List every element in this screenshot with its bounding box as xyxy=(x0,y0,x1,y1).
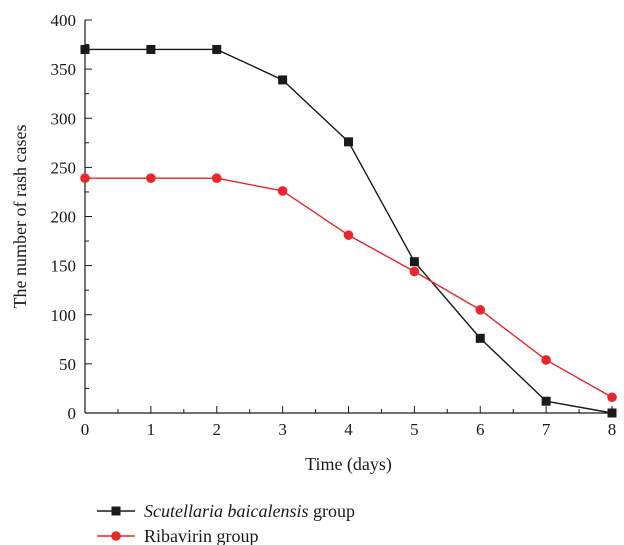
data-point xyxy=(277,186,288,196)
data-point xyxy=(146,173,156,183)
series-2 xyxy=(80,173,617,403)
series-line xyxy=(85,177,613,398)
x-tick-label: 6 xyxy=(476,420,485,439)
legend-label-italic: Scutellaria baicalensis xyxy=(144,501,308,521)
x-tick-label: 1 xyxy=(147,420,156,439)
x-ticks: 0 1 2 3 4 5 6 7 8 xyxy=(81,406,617,439)
data-point xyxy=(607,392,617,403)
x-tick-label: 5 xyxy=(410,420,419,439)
data-point xyxy=(409,266,420,277)
legend-marker xyxy=(111,531,121,541)
y-tick-label: 150 xyxy=(51,257,77,276)
x-tick-label: 8 xyxy=(608,420,617,439)
y-tick-label: 100 xyxy=(51,306,77,325)
data-point xyxy=(146,44,156,54)
y-tick-label: 400 xyxy=(51,11,77,30)
data-point xyxy=(541,396,551,406)
legend-label-text: Ribavirin group xyxy=(144,526,259,545)
legend-item: Scutellaria baicalensis group xyxy=(97,501,355,521)
data-point xyxy=(344,137,353,147)
legend-marker xyxy=(111,506,121,516)
data-point xyxy=(80,44,90,54)
x-axis-title: Time (days) xyxy=(305,454,392,475)
legend: Scutellaria baicalensis group Ribavirin g… xyxy=(97,501,355,545)
y-tick-label: 200 xyxy=(51,208,77,227)
y-tick-label: 300 xyxy=(51,109,77,128)
y-tick-label: 50 xyxy=(59,355,76,374)
data-point xyxy=(607,408,617,418)
data-point xyxy=(80,173,90,183)
y-axis-title: The number of rash cases xyxy=(10,125,30,309)
x-tick-label: 0 xyxy=(81,420,90,439)
y-tick-label: 250 xyxy=(51,158,77,177)
x-tick-label: 7 xyxy=(542,420,551,439)
data-point xyxy=(211,173,222,183)
x-tick-label: 2 xyxy=(213,420,222,439)
x-tick-label: 4 xyxy=(344,420,353,439)
data-point xyxy=(475,305,486,315)
y-tick-label: 0 xyxy=(68,404,77,423)
legend-item: Ribavirin group xyxy=(97,526,259,545)
data-point xyxy=(475,333,485,343)
data-point xyxy=(343,230,354,240)
data-point xyxy=(541,355,551,365)
x-tick-label: 3 xyxy=(278,420,287,439)
legend-label-text: group xyxy=(308,501,355,521)
axes xyxy=(84,20,612,414)
data-point xyxy=(212,44,222,54)
data-point xyxy=(409,257,419,267)
series-1 xyxy=(80,44,617,418)
legend-label: Ribavirin group xyxy=(144,526,259,545)
y-tick-label: 350 xyxy=(51,60,77,79)
plot-area xyxy=(80,44,617,418)
legend-label: Scutellaria baicalensis group xyxy=(144,501,355,521)
y-ticks: 0 50 100 150 200 250 300 350 400 xyxy=(51,11,92,423)
data-point xyxy=(278,75,288,85)
